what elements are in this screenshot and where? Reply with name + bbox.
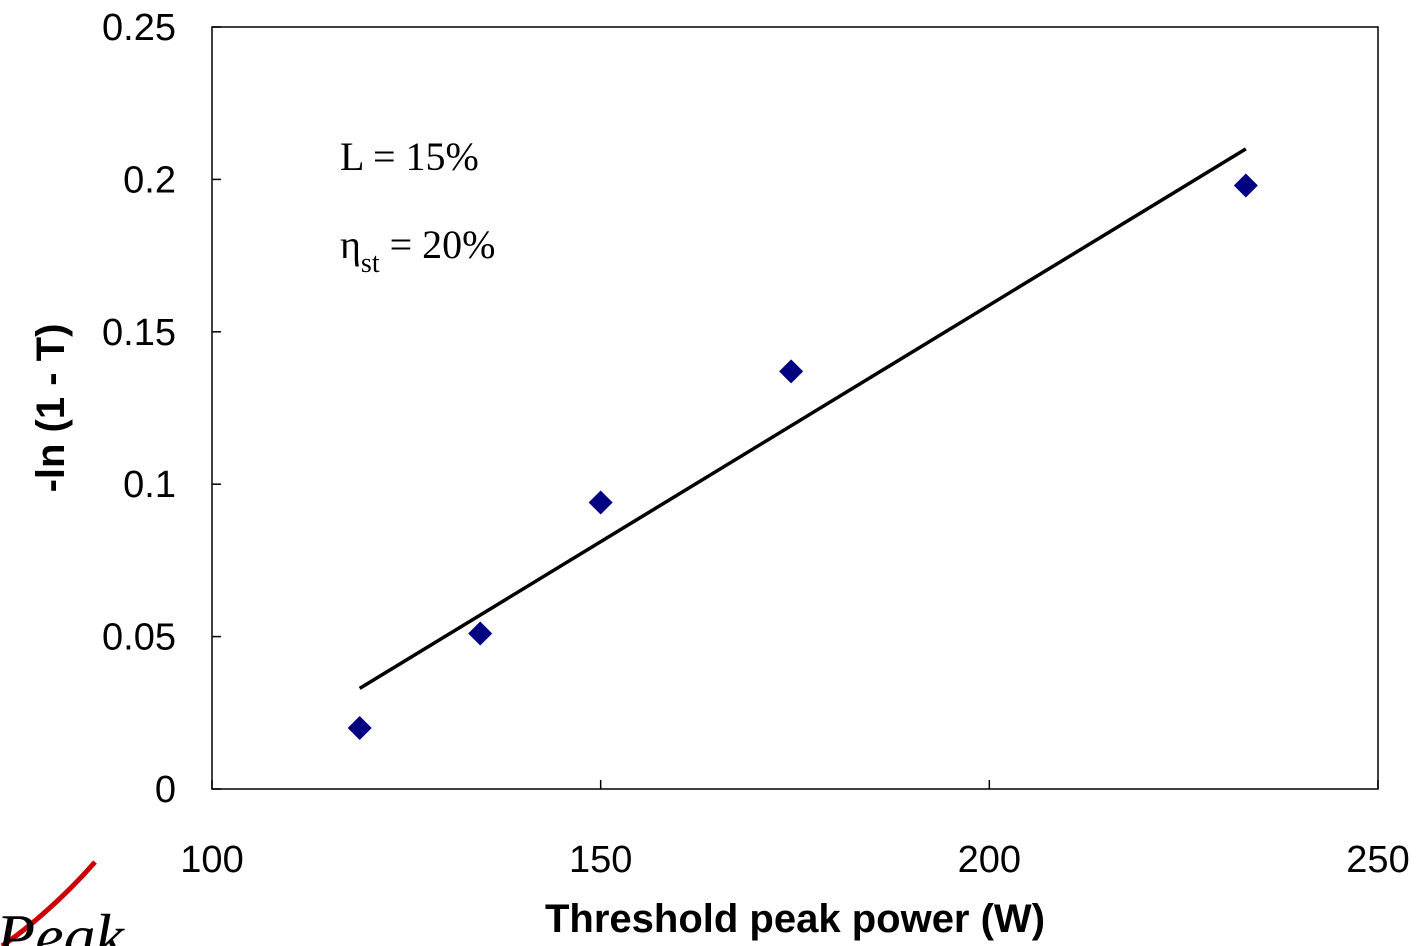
data-point (588, 490, 613, 515)
y-tick-label: 0.1 (123, 464, 176, 506)
annotation-efficiency-subscript: st (361, 248, 380, 279)
x-tick-label: 250 (1346, 839, 1409, 881)
x-axis-title: Threshold peak power (W) (545, 897, 1045, 941)
y-axis-ticks: 0 0.05 0.1 0.15 0.2 0.25 (102, 7, 221, 811)
y-tick-label: 0.15 (102, 312, 176, 354)
data-point (779, 359, 804, 384)
logo-accent-swoosh (0, 860, 97, 946)
logo: Peak (0, 860, 126, 946)
trendline (358, 147, 1247, 690)
data-point (347, 716, 372, 741)
y-tick-label: 0.25 (102, 7, 176, 49)
data-point (468, 621, 493, 646)
y-tick-label: 0 (155, 769, 176, 811)
annotation-efficiency-value: = 20% (380, 222, 496, 267)
logo-text: Peak (0, 901, 126, 946)
annotation-efficiency: ηst = 20% (340, 222, 496, 279)
y-tick-label: 0.05 (102, 617, 176, 659)
x-tick-label: 200 (958, 839, 1021, 881)
trendline-group (358, 147, 1247, 690)
x-axis-ticks: 100 150 200 250 (180, 780, 1410, 881)
y-tick-label: 0.2 (123, 159, 176, 201)
data-point (1233, 173, 1258, 198)
x-tick-label: 150 (569, 839, 632, 881)
data-points (347, 173, 1258, 741)
annotation-loss: L = 15% (340, 134, 479, 179)
annotation-efficiency-symbol: η (340, 222, 361, 267)
x-tick-label: 100 (180, 839, 243, 881)
y-axis-title: -ln (1 - T) (29, 324, 73, 493)
